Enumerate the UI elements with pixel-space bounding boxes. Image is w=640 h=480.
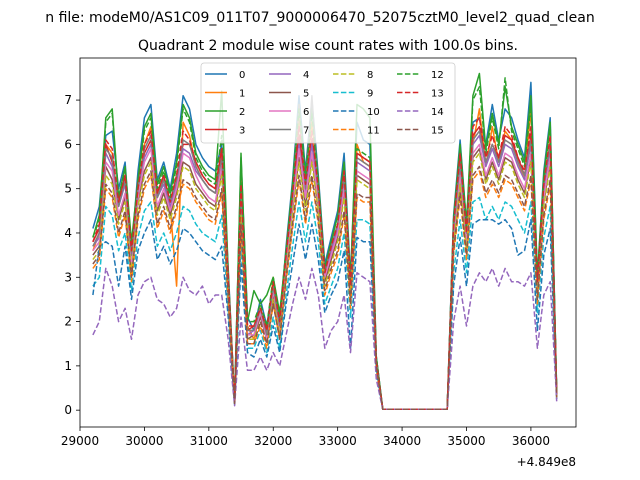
x-axis: 29000 30000 31000 32000 33000 34000 35000 36000 (61, 427, 550, 448)
series-line-6 (92, 143, 558, 411)
series-line-9 (92, 196, 558, 411)
y-tick-label: 1 (64, 359, 72, 373)
legend-label-9: 9 (367, 89, 373, 100)
legend-frame (200, 62, 456, 144)
series-line-15 (92, 165, 558, 411)
legend-label-14: 14 (431, 107, 444, 118)
legend-label-15: 15 (431, 126, 444, 137)
series-line-14 (92, 267, 558, 411)
legend-label-11: 11 (367, 126, 380, 137)
y-tick-label: 7 (64, 93, 72, 107)
legend-label-3: 3 (239, 126, 245, 137)
series-line-13 (92, 117, 558, 411)
chart-suptitle: n file: modeM0/AS1C09_011T07_9000006470_… (45, 10, 594, 26)
series-line-5 (92, 148, 558, 411)
legend-label-4: 4 (303, 70, 309, 81)
x-tick-label: 30000 (125, 434, 163, 448)
y-tick-label: 4 (64, 226, 72, 240)
legend-label-8: 8 (367, 70, 373, 81)
x-tick-label: 29000 (61, 434, 99, 448)
legend-label-2: 2 (239, 107, 245, 118)
y-tick-label: 3 (64, 270, 72, 284)
x-tick-label: 33000 (319, 434, 357, 448)
legend-label-5: 5 (303, 89, 309, 100)
legend-label-10: 10 (367, 107, 380, 118)
axes-frame (79, 57, 577, 428)
series-layer (92, 72, 558, 411)
y-axis: 0 1 2 3 4 5 6 7 (64, 93, 80, 417)
series-line-11 (92, 170, 558, 411)
y-tick-label: 0 (64, 403, 72, 417)
x-offset-label: +4.849e8 (517, 455, 576, 469)
x-tick-label: 36000 (512, 434, 550, 448)
series-line-8 (92, 152, 558, 411)
y-tick-label: 5 (64, 182, 72, 196)
legend-label-13: 13 (431, 89, 444, 100)
legend-label-1: 1 (239, 89, 245, 100)
x-tick-label: 35000 (447, 434, 485, 448)
x-tick-label: 31000 (190, 434, 228, 448)
legend-label-7: 7 (303, 126, 309, 137)
plot-area: 29000 30000 31000 32000 33000 34000 35000 36000… (61, 57, 577, 448)
legend-label-12: 12 (431, 70, 444, 81)
chart-title: Quadrant 2 module wise count rates with … (138, 38, 518, 54)
x-tick-label: 34000 (383, 434, 421, 448)
legend-label-0: 0 (239, 70, 245, 81)
legend-label-6: 6 (303, 107, 309, 118)
x-tick-label: 32000 (254, 434, 292, 448)
y-tick-label: 2 (64, 315, 72, 329)
y-tick-label: 6 (64, 137, 72, 151)
series-line-10 (92, 218, 558, 411)
